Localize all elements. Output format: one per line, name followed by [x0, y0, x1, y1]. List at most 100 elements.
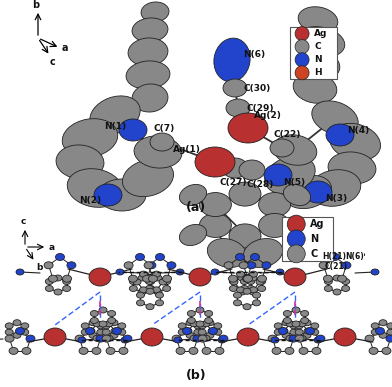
Ellipse shape	[371, 329, 379, 335]
Ellipse shape	[5, 335, 14, 342]
Ellipse shape	[289, 335, 298, 342]
Ellipse shape	[243, 304, 251, 310]
Ellipse shape	[140, 287, 147, 293]
Ellipse shape	[342, 279, 350, 284]
Ellipse shape	[271, 337, 279, 343]
Ellipse shape	[214, 38, 250, 82]
Ellipse shape	[180, 224, 207, 245]
Ellipse shape	[311, 323, 319, 329]
Ellipse shape	[147, 279, 155, 284]
Ellipse shape	[67, 262, 76, 269]
Ellipse shape	[89, 320, 97, 326]
Ellipse shape	[54, 289, 62, 295]
Ellipse shape	[163, 275, 172, 282]
Ellipse shape	[324, 279, 332, 284]
Ellipse shape	[122, 159, 174, 197]
Ellipse shape	[189, 348, 198, 354]
Text: N(6): N(6)	[243, 50, 265, 60]
Ellipse shape	[196, 321, 204, 327]
Ellipse shape	[16, 269, 24, 275]
Ellipse shape	[285, 175, 332, 209]
Ellipse shape	[183, 327, 192, 334]
Ellipse shape	[81, 323, 89, 329]
Ellipse shape	[149, 275, 158, 282]
Ellipse shape	[205, 317, 213, 324]
Ellipse shape	[190, 321, 198, 327]
Text: C(27): C(27)	[219, 178, 247, 187]
Ellipse shape	[324, 286, 332, 291]
Ellipse shape	[371, 323, 379, 329]
Ellipse shape	[145, 286, 153, 291]
Ellipse shape	[121, 337, 129, 343]
Ellipse shape	[386, 335, 392, 342]
Ellipse shape	[238, 289, 246, 295]
Ellipse shape	[110, 332, 118, 338]
Ellipse shape	[196, 307, 204, 313]
Ellipse shape	[79, 348, 88, 354]
Ellipse shape	[49, 275, 58, 282]
Ellipse shape	[62, 119, 118, 158]
Ellipse shape	[89, 268, 111, 286]
Ellipse shape	[206, 332, 214, 338]
Text: N(5): N(5)	[283, 178, 305, 187]
Ellipse shape	[243, 275, 252, 282]
Ellipse shape	[138, 289, 146, 295]
Circle shape	[295, 27, 309, 41]
Ellipse shape	[45, 286, 53, 291]
Ellipse shape	[249, 289, 257, 295]
Ellipse shape	[154, 289, 162, 295]
Text: Ag(1): Ag(1)	[173, 146, 201, 154]
Text: C: C	[314, 42, 321, 51]
Ellipse shape	[218, 337, 226, 343]
Text: N(2): N(2)	[79, 197, 101, 205]
Ellipse shape	[156, 253, 165, 260]
Ellipse shape	[194, 329, 202, 335]
Ellipse shape	[223, 79, 247, 97]
Ellipse shape	[208, 328, 216, 334]
Ellipse shape	[186, 320, 194, 326]
Ellipse shape	[282, 320, 290, 326]
Ellipse shape	[249, 275, 257, 281]
Text: H(21): H(21)	[322, 252, 346, 262]
Ellipse shape	[292, 307, 300, 313]
Ellipse shape	[63, 279, 71, 284]
Ellipse shape	[249, 287, 258, 293]
Circle shape	[295, 66, 309, 80]
Ellipse shape	[198, 329, 206, 335]
Ellipse shape	[309, 170, 361, 206]
Ellipse shape	[97, 329, 105, 335]
Ellipse shape	[176, 348, 185, 354]
Ellipse shape	[9, 348, 18, 354]
Ellipse shape	[238, 275, 246, 281]
Ellipse shape	[247, 279, 255, 284]
Ellipse shape	[247, 286, 255, 291]
Ellipse shape	[276, 269, 284, 275]
Text: (b): (b)	[186, 368, 206, 382]
Ellipse shape	[190, 335, 198, 341]
Ellipse shape	[126, 61, 170, 89]
Ellipse shape	[214, 323, 222, 329]
Ellipse shape	[305, 327, 314, 334]
Ellipse shape	[387, 323, 392, 329]
Ellipse shape	[105, 335, 113, 341]
Ellipse shape	[371, 269, 379, 275]
Ellipse shape	[249, 271, 258, 277]
Ellipse shape	[376, 327, 385, 334]
Ellipse shape	[138, 275, 146, 281]
Ellipse shape	[369, 348, 378, 354]
Ellipse shape	[136, 253, 145, 260]
Ellipse shape	[136, 300, 145, 306]
Ellipse shape	[286, 321, 294, 327]
Ellipse shape	[198, 335, 207, 342]
Ellipse shape	[258, 275, 267, 282]
Ellipse shape	[304, 328, 312, 334]
Ellipse shape	[295, 335, 304, 342]
Ellipse shape	[262, 262, 271, 269]
Ellipse shape	[147, 286, 155, 291]
Ellipse shape	[123, 335, 132, 342]
Ellipse shape	[187, 317, 195, 324]
Ellipse shape	[202, 321, 210, 327]
Ellipse shape	[99, 321, 107, 327]
Ellipse shape	[44, 328, 66, 346]
Text: a: a	[49, 243, 55, 252]
